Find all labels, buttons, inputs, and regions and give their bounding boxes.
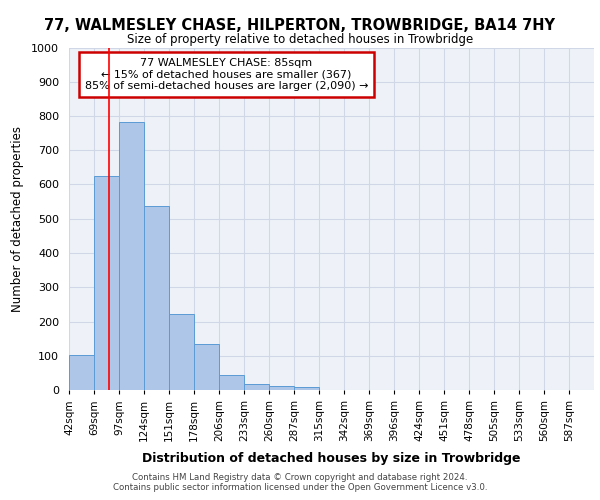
Bar — [294, 386, 319, 390]
Bar — [144, 206, 169, 390]
Text: Contains HM Land Registry data © Crown copyright and database right 2024.
Contai: Contains HM Land Registry data © Crown c… — [113, 473, 487, 492]
Bar — [69, 354, 94, 390]
Text: 77 WALMESLEY CHASE: 85sqm
← 15% of detached houses are smaller (367)
85% of semi: 77 WALMESLEY CHASE: 85sqm ← 15% of detac… — [85, 58, 368, 91]
X-axis label: Distribution of detached houses by size in Trowbridge: Distribution of detached houses by size … — [142, 452, 521, 466]
Bar — [94, 176, 119, 390]
Bar — [169, 314, 194, 390]
Y-axis label: Number of detached properties: Number of detached properties — [11, 126, 25, 312]
Text: Size of property relative to detached houses in Trowbridge: Size of property relative to detached ho… — [127, 32, 473, 46]
Bar — [244, 384, 269, 390]
Text: 77, WALMESLEY CHASE, HILPERTON, TROWBRIDGE, BA14 7HY: 77, WALMESLEY CHASE, HILPERTON, TROWBRID… — [44, 18, 556, 32]
Bar — [194, 344, 219, 390]
Bar — [269, 386, 294, 390]
Bar — [119, 122, 144, 390]
Bar — [219, 376, 244, 390]
